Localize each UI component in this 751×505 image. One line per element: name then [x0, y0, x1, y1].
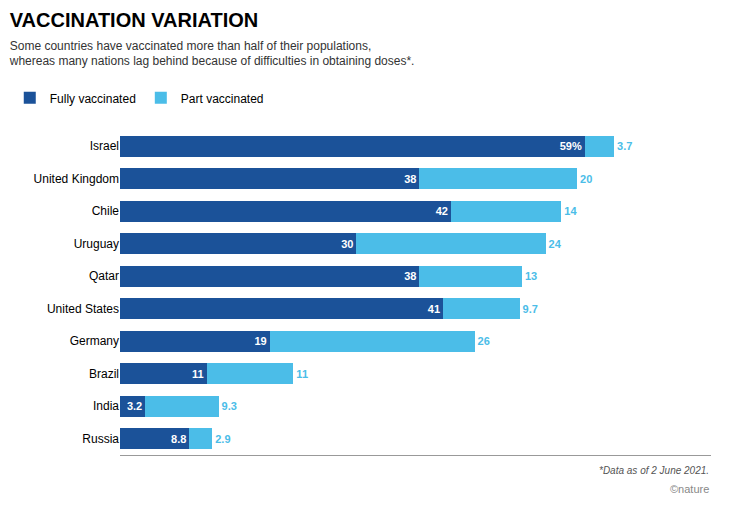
- svg-text:Uruguay: Uruguay: [74, 237, 119, 251]
- svg-text:3.2: 3.2: [127, 400, 142, 412]
- svg-text:20: 20: [580, 173, 592, 185]
- svg-text:VACCINATION VARIATION: VACCINATION VARIATION: [10, 9, 259, 31]
- svg-text:8.8: 8.8: [171, 433, 186, 445]
- svg-text:Germany: Germany: [70, 334, 119, 348]
- svg-text:Chile: Chile: [92, 204, 120, 218]
- svg-text:United Kingdom: United Kingdom: [34, 172, 119, 186]
- svg-text:38: 38: [404, 173, 416, 185]
- svg-text:*Data as of 2 June 2021.: *Data as of 2 June 2021.: [599, 465, 709, 476]
- svg-text:19: 19: [254, 335, 266, 347]
- svg-text:24: 24: [549, 238, 562, 250]
- svg-text:13: 13: [525, 270, 537, 282]
- svg-text:Part vaccinated: Part vaccinated: [181, 92, 264, 106]
- svg-text:Fully vaccinated: Fully vaccinated: [50, 92, 136, 106]
- svg-text:India: India: [93, 399, 119, 413]
- svg-text:Qatar: Qatar: [89, 269, 119, 283]
- svg-text:United States: United States: [47, 302, 119, 316]
- svg-text:14: 14: [564, 205, 577, 217]
- svg-text:©nature: ©nature: [670, 483, 709, 495]
- svg-text:3.7: 3.7: [617, 140, 632, 152]
- svg-text:9.3: 9.3: [222, 400, 237, 412]
- svg-text:26: 26: [478, 335, 490, 347]
- svg-text:38: 38: [404, 270, 416, 282]
- svg-text:42: 42: [436, 205, 448, 217]
- svg-text:11: 11: [192, 368, 204, 380]
- svg-text:11: 11: [296, 368, 308, 380]
- svg-text:Israel: Israel: [90, 139, 119, 153]
- svg-text:30: 30: [341, 238, 353, 250]
- svg-text:Russia: Russia: [82, 432, 119, 446]
- svg-text:59%: 59%: [560, 140, 582, 152]
- svg-text:Brazil: Brazil: [89, 367, 119, 381]
- svg-text:Some countries have vaccinated: Some countries have vaccinated more than…: [9, 39, 415, 69]
- svg-text:9.7: 9.7: [523, 303, 538, 315]
- svg-text:41: 41: [428, 303, 440, 315]
- svg-text:2.9: 2.9: [215, 433, 230, 445]
